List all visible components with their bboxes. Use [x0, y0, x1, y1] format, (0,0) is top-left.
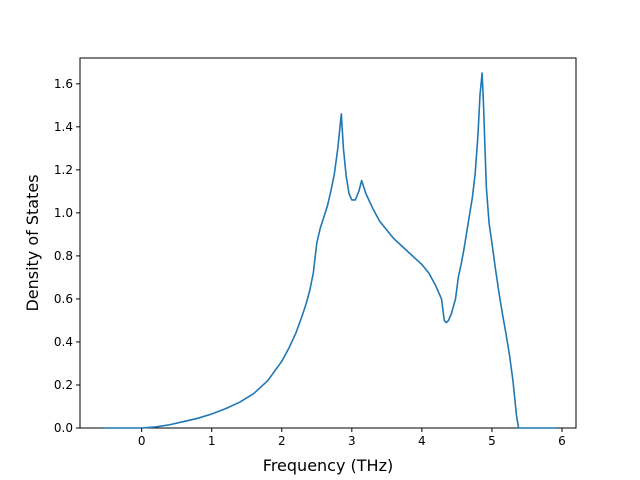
x-tick-label: 5 [488, 434, 496, 448]
x-tick-label: 3 [348, 434, 356, 448]
dos-series-line [103, 72, 557, 429]
y-tick-label: 0.0 [54, 421, 73, 435]
y-tick-label: 0.2 [54, 378, 73, 392]
x-tick-label: 0 [138, 434, 146, 448]
plot-area [79, 57, 577, 429]
x-axis-ticks: 0 1 2 3 4 5 6 [138, 428, 566, 448]
x-tick-label: 6 [558, 434, 566, 448]
x-tick-label: 2 [278, 434, 286, 448]
y-tick-label: 0.6 [54, 292, 73, 306]
y-tick-label: 0.4 [54, 335, 73, 349]
y-axis-label: Density of States [23, 174, 42, 311]
y-axis-ticks: 0.0 0.2 0.4 0.6 0.8 1.0 1.2 1.4 1.6 [54, 77, 80, 435]
y-tick-label: 0.8 [54, 249, 73, 263]
x-tick-label: 4 [418, 434, 426, 448]
axes-frame [79, 57, 577, 429]
y-tick-label: 1.0 [54, 206, 73, 220]
y-tick-label: 1.6 [54, 77, 73, 91]
x-tick-label: 1 [208, 434, 216, 448]
y-tick-label: 1.2 [54, 163, 73, 177]
x-axis-label: Frequency (THz) [263, 456, 393, 475]
y-tick-label: 1.4 [54, 120, 73, 134]
